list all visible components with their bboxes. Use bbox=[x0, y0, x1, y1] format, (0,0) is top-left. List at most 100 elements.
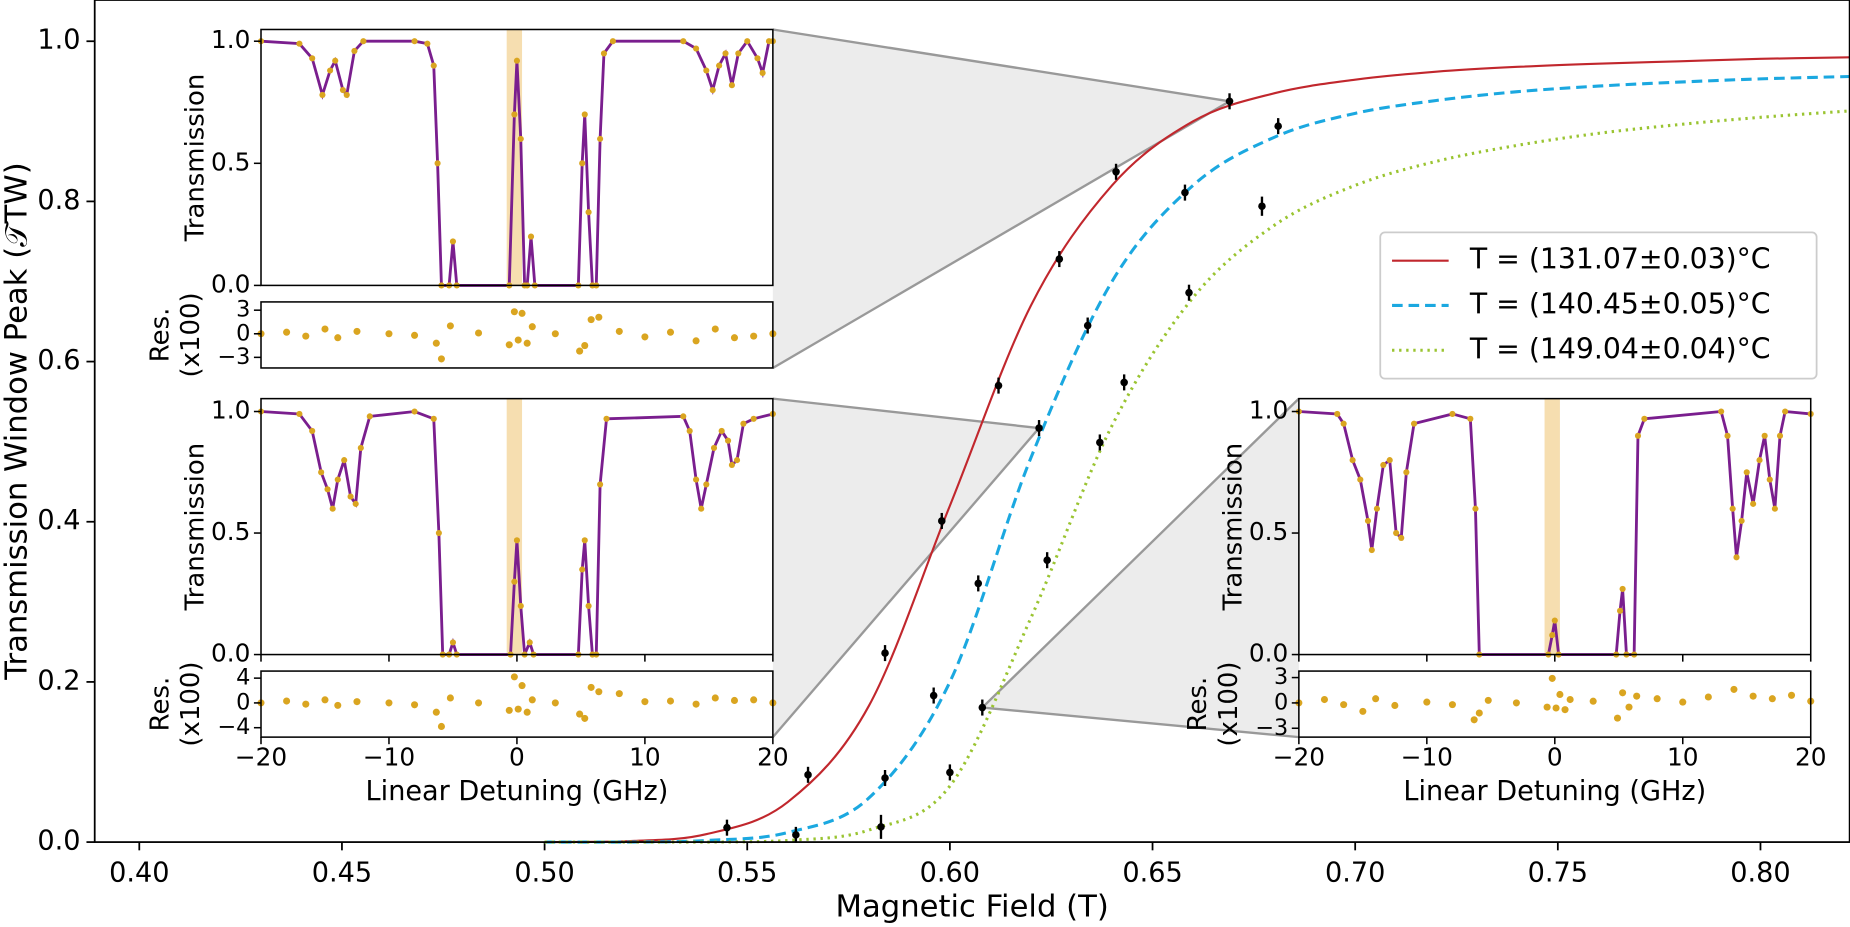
data-dot bbox=[329, 505, 336, 512]
data-dot bbox=[1619, 585, 1626, 593]
data-point bbox=[978, 703, 987, 712]
residual-dot bbox=[1561, 706, 1569, 714]
data-dot bbox=[526, 639, 533, 646]
residual-dot bbox=[385, 699, 393, 707]
data-dot bbox=[581, 111, 588, 118]
y-tick-label: −3 bbox=[1255, 715, 1288, 741]
y-tick-label: 0.5 bbox=[1249, 517, 1288, 546]
residual-dot bbox=[641, 698, 649, 706]
residual-dot bbox=[510, 673, 518, 681]
residual-dot bbox=[1768, 695, 1776, 703]
zoom-line bbox=[772, 28, 1230, 103]
inset-background bbox=[1298, 671, 1811, 738]
residual-dot bbox=[528, 696, 536, 704]
x-tick-label: 20 bbox=[757, 742, 789, 771]
y-tick-label: 0 bbox=[236, 320, 250, 346]
data-dot bbox=[430, 62, 437, 69]
data-dot bbox=[1386, 457, 1393, 464]
residual-dot bbox=[711, 325, 719, 333]
residual-dot bbox=[302, 332, 310, 340]
data-dot bbox=[513, 537, 520, 544]
x-tick-label: −10 bbox=[363, 742, 415, 771]
data-dot bbox=[327, 67, 334, 74]
data-dot bbox=[424, 40, 431, 47]
residual-dot bbox=[475, 329, 483, 337]
data-dot bbox=[693, 45, 700, 52]
residual-dot bbox=[518, 682, 526, 690]
x-tick-label: 10 bbox=[1667, 742, 1699, 771]
data-dot bbox=[733, 457, 741, 464]
data-dot bbox=[686, 427, 693, 435]
window-band bbox=[1544, 398, 1560, 655]
legend-box bbox=[1379, 231, 1818, 380]
residual-dot bbox=[1320, 695, 1328, 704]
y-tick-label: 0.0 bbox=[37, 826, 80, 857]
y-tick-label: 4 bbox=[236, 665, 250, 691]
data-dot bbox=[517, 602, 524, 610]
residual-dot bbox=[641, 333, 649, 341]
residual-dot bbox=[1730, 685, 1738, 693]
data-point bbox=[1055, 255, 1064, 263]
data-dot bbox=[750, 415, 757, 422]
residual-dot bbox=[666, 328, 675, 336]
data-dot bbox=[585, 209, 592, 216]
residual-dot bbox=[432, 708, 440, 716]
data-dot bbox=[360, 38, 367, 45]
fit-line bbox=[544, 74, 1850, 844]
residual-dot bbox=[1619, 689, 1627, 697]
residual-dot bbox=[411, 701, 419, 709]
data-dot bbox=[1738, 517, 1745, 524]
data-dot bbox=[1616, 607, 1624, 614]
residual-dot bbox=[432, 339, 440, 347]
x-tick-label: 0.65 bbox=[1122, 857, 1182, 888]
x-tick-label: −20 bbox=[235, 742, 287, 771]
inset-frame bbox=[260, 301, 774, 369]
x-tick-label: −10 bbox=[1401, 742, 1453, 771]
data-dot bbox=[309, 55, 316, 62]
data-point bbox=[1035, 424, 1043, 432]
data-dot bbox=[718, 427, 725, 435]
data-point bbox=[723, 823, 731, 832]
residual-dot bbox=[581, 342, 589, 350]
residual-dot bbox=[518, 309, 526, 317]
residual-dot bbox=[446, 694, 454, 702]
x-tick-label: 0 bbox=[509, 742, 525, 771]
residual-dot bbox=[1340, 701, 1348, 709]
data-dot bbox=[1551, 617, 1558, 624]
residual-dot bbox=[1749, 692, 1757, 700]
residual-dot bbox=[587, 316, 595, 324]
data-dot bbox=[579, 160, 586, 167]
data-dot bbox=[1373, 505, 1380, 512]
data-dot bbox=[1782, 408, 1789, 415]
data-point bbox=[1274, 122, 1282, 130]
inset-y-label: (x100) bbox=[176, 292, 206, 377]
residual-dot bbox=[711, 694, 719, 702]
residual-dot bbox=[321, 325, 329, 333]
inset-y-label: (x100) bbox=[1214, 662, 1244, 747]
y-tick-label: 0.0 bbox=[1249, 639, 1288, 668]
data-dot bbox=[1349, 457, 1356, 464]
data-dot bbox=[1750, 500, 1757, 507]
residual-dot bbox=[437, 722, 445, 730]
y-tick-label: 3 bbox=[236, 297, 250, 323]
inset-y-label: Res. bbox=[145, 677, 175, 732]
window-band bbox=[506, 398, 523, 655]
data-dot bbox=[1380, 461, 1387, 469]
residual-dot bbox=[692, 337, 700, 345]
data-dot bbox=[517, 135, 524, 142]
data-dot bbox=[693, 476, 700, 483]
data-dot bbox=[597, 135, 604, 142]
residual-dot bbox=[1787, 691, 1796, 699]
residual-dot bbox=[505, 341, 513, 349]
data-dot bbox=[309, 427, 316, 435]
x-tick-label: 0.60 bbox=[920, 857, 980, 888]
data-dot bbox=[511, 578, 518, 585]
residual-dot bbox=[730, 696, 739, 704]
residual-dot bbox=[615, 327, 623, 335]
data-dot bbox=[296, 410, 303, 418]
data-dot bbox=[1549, 632, 1556, 639]
data-dot bbox=[332, 57, 339, 64]
data-dot bbox=[1724, 432, 1731, 439]
residual-dot bbox=[283, 328, 291, 336]
data-dot bbox=[1398, 534, 1405, 541]
